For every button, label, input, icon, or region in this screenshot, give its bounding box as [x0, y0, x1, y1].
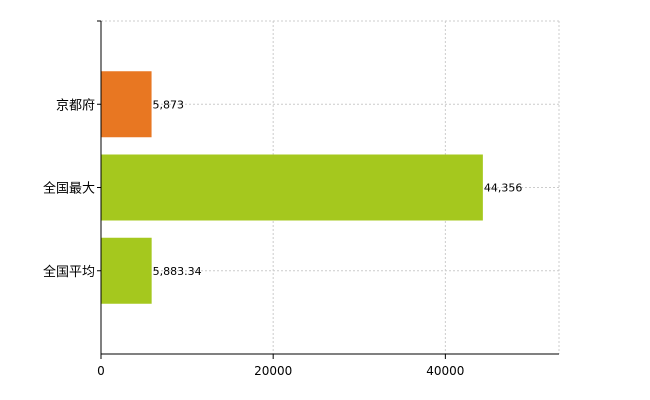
bar: [101, 154, 483, 221]
category-label: 全国最大: [43, 181, 95, 197]
bar: [101, 71, 152, 138]
x-tick-label: 20000: [254, 364, 292, 378]
data-label: 44,356: [484, 182, 523, 195]
bar-layer: [101, 71, 483, 304]
x-tick-label: 0: [97, 364, 105, 378]
bar: [101, 237, 152, 304]
data-label: 5,883.34: [153, 265, 202, 278]
x-tick-label: 40000: [426, 364, 464, 378]
category-label: 全国平均: [43, 264, 95, 280]
category-label: 京都府: [56, 98, 95, 113]
axis-layer: [97, 20, 559, 359]
label-layer: 5,873 京都府 44,356 全国最大 5,883.34 全国平均 0 20000 4000…: [43, 98, 522, 378]
data-label: 5,873: [153, 98, 185, 111]
